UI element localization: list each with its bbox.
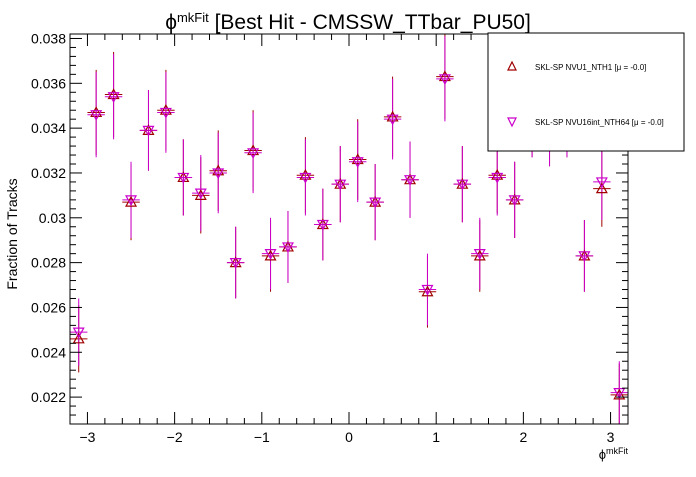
data-point-triangle-down: [421, 284, 434, 296]
data-point-triangle-down: [125, 195, 138, 207]
y-tick-label: 0.024: [31, 344, 66, 360]
data-point-triangle-down: [194, 188, 207, 200]
data-point-triangle-down: [491, 172, 504, 184]
data-point-triangle-up: [247, 144, 260, 156]
legend-marker-triangle-up: [507, 60, 517, 71]
x-tick-label: −2: [167, 429, 183, 445]
y-tick-label: 0.022: [31, 389, 66, 405]
data-point-triangle-down: [177, 172, 190, 184]
legend-label-series-1: SKL-SP NVU1_NTH1 [μ = -0.0]: [535, 63, 646, 72]
data-point-triangle-down: [578, 251, 591, 263]
data-point-triangle-down: [142, 125, 155, 137]
data-point-triangle-up: [351, 153, 364, 165]
data-point-triangle-down: [281, 242, 294, 254]
data-point-triangle-down: [456, 179, 469, 191]
x-tick-label: 3: [607, 429, 615, 445]
data-point-triangle-down: [369, 197, 382, 209]
y-tick-label: 0.03: [39, 210, 66, 226]
data-point-triangle-up: [125, 195, 138, 207]
data-point-triangle-up: [194, 189, 207, 200]
x-tick-label: 0: [345, 429, 353, 445]
x-axis-label: ϕmkFit: [599, 446, 629, 462]
data-point-triangle-up: [90, 106, 103, 118]
data-point-triangle-down: [438, 74, 451, 86]
data-point-triangle-up: [264, 249, 277, 261]
data-point-triangle-down: [351, 157, 364, 168]
data-point-triangle-down: [264, 249, 277, 260]
legend-marker-triangle-down: [507, 117, 517, 128]
data-point-triangle-down: [316, 219, 329, 231]
y-tick-label: 0.026: [31, 299, 66, 315]
y-axis-label: Fraction of Tracks: [4, 178, 20, 289]
data-point-triangle-up: [107, 88, 120, 100]
data-point-triangle-down: [72, 327, 85, 339]
legend-box: [487, 32, 685, 152]
y-tick-label: 0.032: [31, 165, 66, 181]
axes: −3 −2 −1 0 1 2 3 0.022 0.024 0.026 0.028 0.03 0.032 0…: [31, 30, 629, 445]
data-point-triangle-up: [299, 168, 312, 180]
data-point-triangle-up: [491, 168, 504, 180]
legend-label-series-2: SKL-SP NVU16int_NTH64 [μ = -0.0]: [535, 118, 664, 127]
data-point-triangle-down: [508, 195, 521, 207]
data-point-triangle-up: [386, 110, 399, 122]
data-point-triangle-down: [159, 107, 172, 119]
y-tick-label: 0.038: [31, 30, 66, 46]
data-point-triangle-down: [404, 175, 417, 186]
data-point-triangle-up: [595, 182, 608, 194]
data-point-triangle-down: [229, 258, 242, 269]
data-point-triangle-down: [595, 177, 608, 189]
data-point-triangle-down: [90, 110, 103, 121]
data-point-triangle-down: [299, 172, 312, 184]
legend: SKL-SP NVU1_NTH1 [μ = -0.0] SKL-SP NVU16…: [487, 32, 685, 152]
data-point-triangle-up: [438, 70, 451, 82]
data-point-triangle-down: [386, 114, 399, 126]
data-point-triangle-up: [613, 388, 626, 400]
x-tick-label: 1: [432, 429, 440, 445]
data-point-triangle-up: [421, 285, 434, 297]
x-tick-label: −1: [254, 429, 270, 445]
data-point-triangle-up: [212, 164, 225, 176]
data-point-triangle-up: [159, 103, 172, 115]
data-point-triangle-down: [334, 179, 347, 191]
data-point-triangle-down: [247, 148, 260, 160]
y-tick-label: 0.028: [31, 255, 66, 271]
data-point-triangle-up: [473, 249, 486, 261]
data-point-triangle-down: [212, 168, 225, 180]
data-point-triangle-down: [613, 388, 626, 399]
y-tick-label: 0.036: [31, 75, 66, 91]
data-point-triangle-down: [107, 92, 120, 103]
data-point-triangle-up: [72, 332, 85, 344]
x-tick-label: −3: [79, 429, 95, 445]
chart-title: ϕmkFit [Best Hit - CMSSW_TTbar_PU50]: [165, 10, 531, 35]
y-tick-label: 0.034: [31, 120, 66, 136]
data-point-triangle-down: [473, 249, 486, 260]
x-tick-label: 2: [519, 429, 527, 445]
data-markers: [72, 70, 626, 400]
